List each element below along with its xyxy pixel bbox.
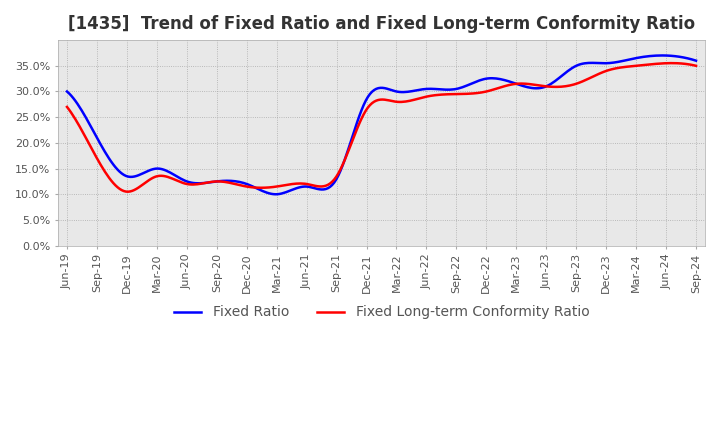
Fixed Long-term Conformity Ratio [65, 107, 73, 112]
Fixed Ratio [65, 91, 73, 96]
Fixed Ratio [692, 58, 701, 63]
Fixed Long-term Conformity Ratio [595, 71, 603, 76]
Fixed Long-term Conformity Ratio [437, 92, 446, 97]
Fixed Ratio [271, 192, 279, 197]
Line: Fixed Long-term Conformity Ratio: Fixed Long-term Conformity Ratio [67, 63, 696, 192]
Fixed Long-term Conformity Ratio [667, 60, 675, 66]
Legend: Fixed Ratio, Fixed Long-term Conformity Ratio: Fixed Ratio, Fixed Long-term Conformity … [168, 300, 595, 325]
Fixed Long-term Conformity Ratio [439, 92, 448, 97]
Title: [1435]  Trend of Fixed Ratio and Fixed Long-term Conformity Ratio: [1435] Trend of Fixed Ratio and Fixed Lo… [68, 15, 695, 33]
Fixed Long-term Conformity Ratio [124, 189, 132, 194]
Fixed Long-term Conformity Ratio [635, 63, 644, 68]
Fixed Long-term Conformity Ratio [63, 104, 71, 110]
Fixed Long-term Conformity Ratio [692, 63, 701, 69]
Fixed Long-term Conformity Ratio [450, 92, 459, 97]
Fixed Ratio [437, 87, 446, 92]
Fixed Ratio [63, 89, 71, 94]
Fixed Ratio [595, 60, 603, 66]
Fixed Ratio [635, 55, 644, 60]
Line: Fixed Ratio: Fixed Ratio [67, 55, 696, 194]
Fixed Ratio [450, 87, 459, 92]
Fixed Ratio [439, 87, 448, 92]
Fixed Ratio [658, 53, 667, 58]
